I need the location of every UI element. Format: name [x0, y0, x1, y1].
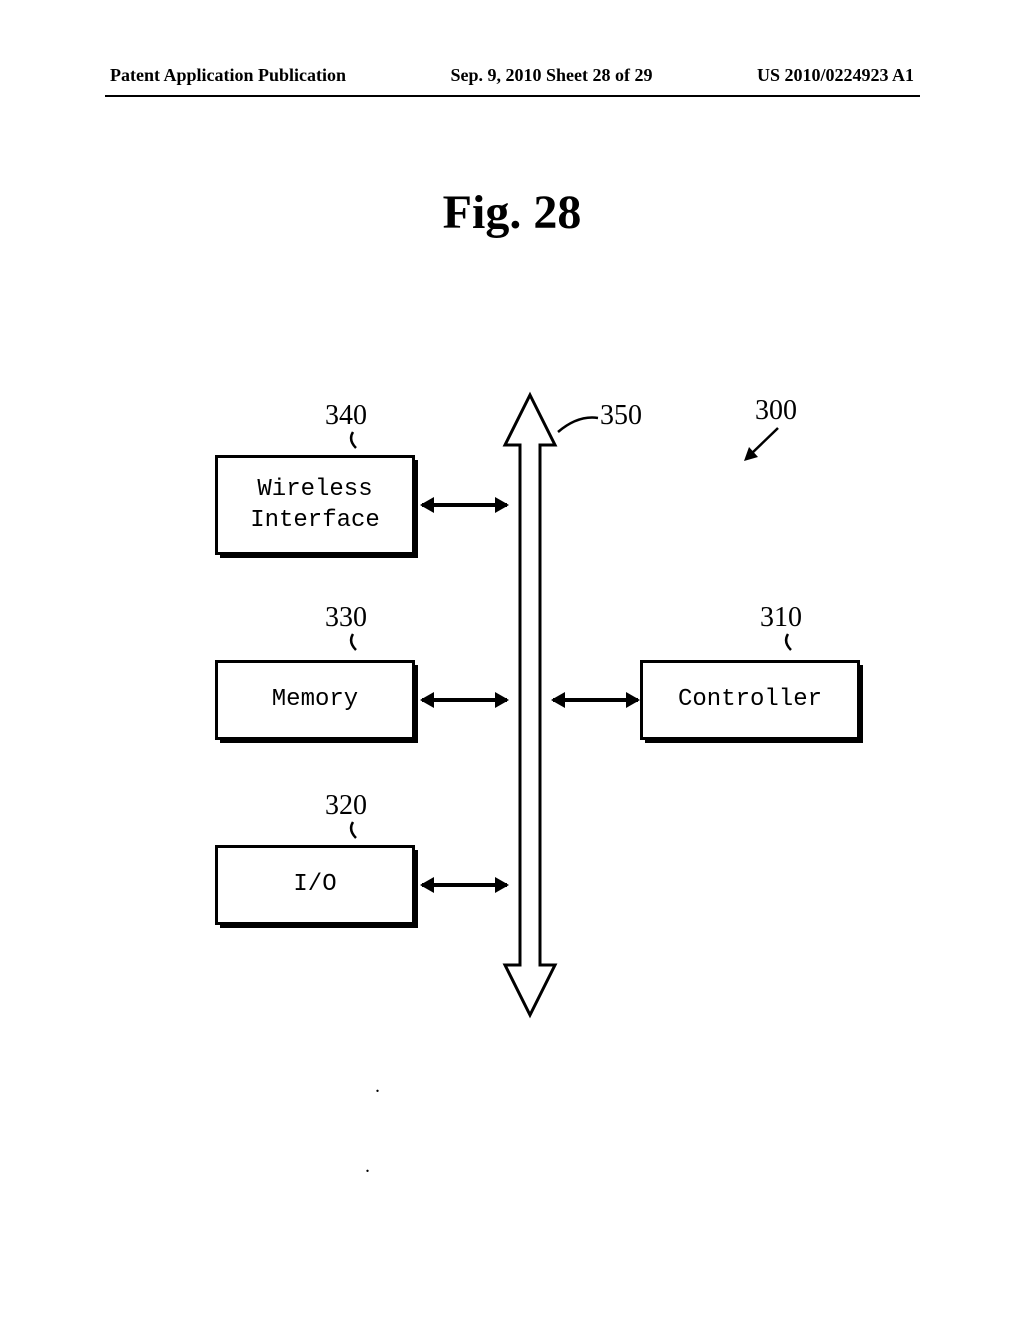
header-divider: [105, 95, 920, 97]
ref-tick-icon: [348, 430, 368, 450]
header-right: US 2010/0224923 A1: [757, 65, 914, 86]
block-memory-label: Memory: [272, 684, 358, 715]
connector-controller-bus: [553, 698, 638, 702]
ref-tick-icon: [783, 632, 803, 652]
ref-arrow-icon: [740, 425, 785, 465]
block-controller: Controller: [640, 660, 860, 740]
header-left: Patent Application Publication: [110, 65, 346, 86]
connector-wireless-bus: [422, 503, 507, 507]
connector-memory-bus: [422, 698, 507, 702]
ref-tick-icon: [348, 632, 368, 652]
ref-tick-icon: [348, 820, 368, 840]
connector-io-bus: [422, 883, 507, 887]
block-io-label: I/O: [293, 869, 336, 900]
decorative-dot: .: [365, 1155, 370, 1178]
ref-leadline-icon: [553, 410, 603, 440]
page-header: Patent Application Publication Sep. 9, 2…: [0, 65, 1024, 86]
ref-wireless: 340: [325, 400, 367, 432]
block-wireless-interface: Wireless Interface: [215, 455, 415, 555]
header-center: Sep. 9, 2010 Sheet 28 of 29: [451, 65, 653, 86]
ref-bus: 350: [600, 400, 642, 432]
ref-controller: 310: [760, 602, 802, 634]
block-memory: Memory: [215, 660, 415, 740]
block-wireless-label: Wireless Interface: [250, 474, 380, 536]
ref-memory: 330: [325, 602, 367, 634]
decorative-dot: .: [375, 1075, 380, 1098]
block-controller-label: Controller: [678, 684, 822, 715]
block-diagram: Wireless Interface Memory I/O Controller…: [170, 370, 870, 1070]
ref-system: 300: [755, 395, 797, 427]
ref-io: 320: [325, 790, 367, 822]
figure-title: Fig. 28: [0, 185, 1024, 240]
block-io: I/O: [215, 845, 415, 925]
